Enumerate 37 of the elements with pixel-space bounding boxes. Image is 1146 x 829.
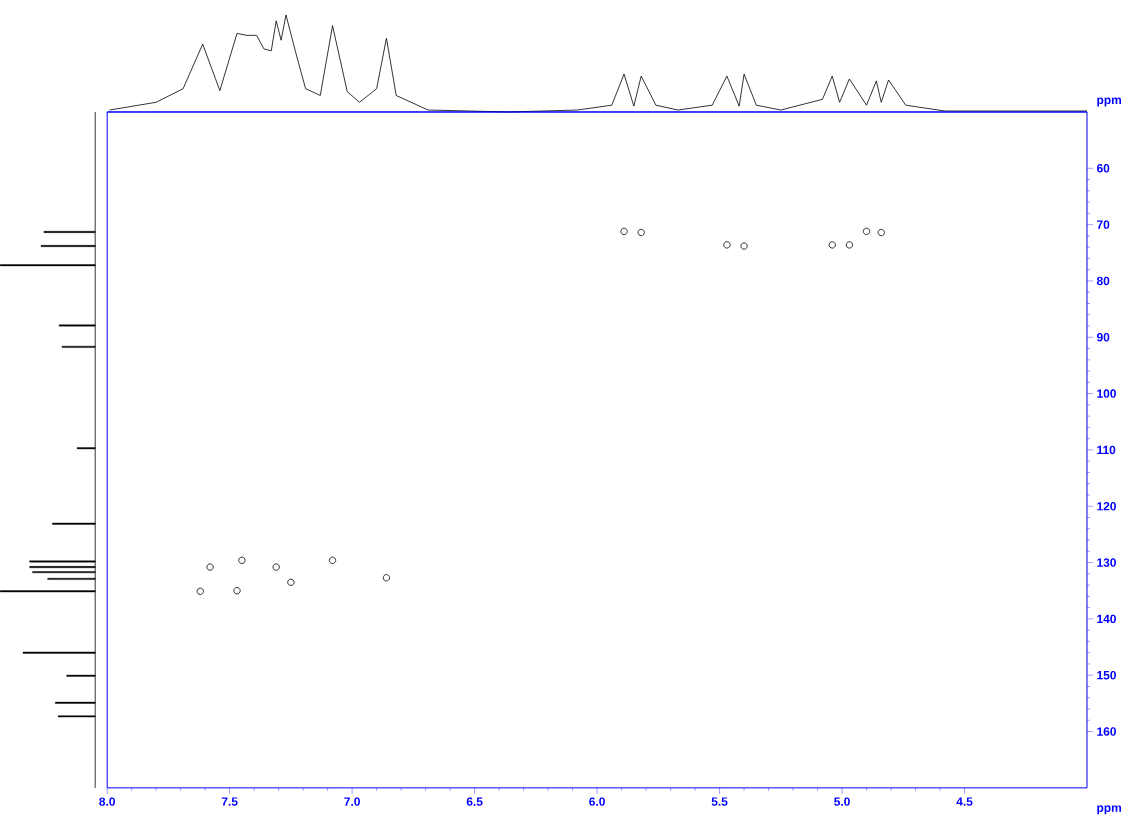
y-tick-label: 110 (1097, 445, 1116, 455)
x-tick-label: 5.0 (834, 797, 850, 806)
point (272, 563, 280, 571)
x-tick-label: 5.5 (711, 797, 728, 806)
point (206, 563, 214, 571)
x-tick-label: 7.0 (344, 797, 360, 806)
point (845, 241, 853, 249)
x-tick-label: 4.5 (956, 797, 973, 806)
point (828, 241, 836, 249)
point (196, 587, 204, 595)
y-axis-title: ppm (1097, 97, 1122, 107)
y-tick-label: 90 (1096, 333, 1110, 342)
point (740, 242, 748, 250)
y-tick-label: 70 (1097, 220, 1110, 229)
point (620, 227, 628, 236)
point (233, 587, 241, 595)
y-tick-label: 150 (1097, 671, 1116, 680)
y-tick-label: 100 (1097, 389, 1116, 398)
y-tick-label: 130 (1097, 558, 1116, 567)
point (877, 228, 885, 237)
point (382, 574, 391, 582)
y-tick-label: 80 (1096, 276, 1110, 286)
y-tick-label: 160 (1097, 727, 1116, 736)
y-tick-label: 60 (1096, 164, 1110, 173)
x-tick-label: 6.0 (589, 797, 605, 806)
x-tick-label: 6.5 (466, 797, 483, 806)
point (287, 578, 295, 586)
y-tick-label: 120 (1097, 502, 1116, 511)
point (238, 556, 246, 564)
x-axis-title: ppm (1097, 805, 1122, 815)
point (723, 241, 731, 249)
point (637, 228, 645, 237)
x-tick-label: 7.5 (221, 797, 238, 806)
point (862, 227, 871, 236)
y-tick-label: 140 (1097, 614, 1116, 624)
x-tick-label: 8.0 (99, 797, 115, 806)
point (328, 556, 337, 564)
